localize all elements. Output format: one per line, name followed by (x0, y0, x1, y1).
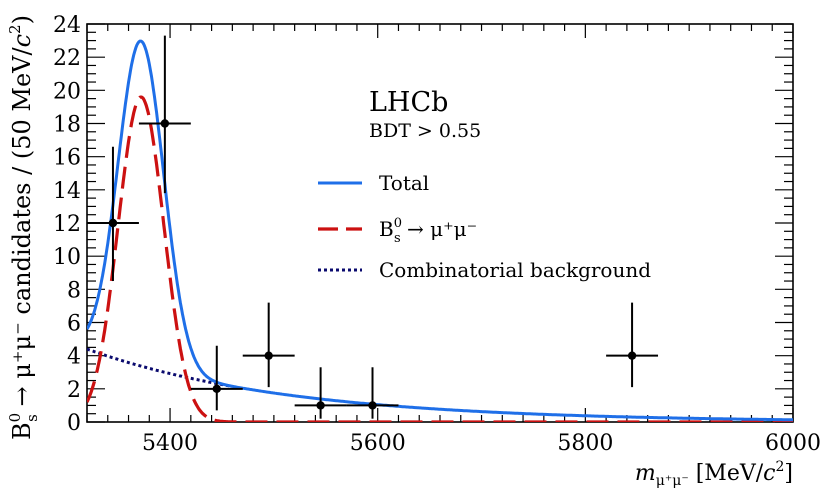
y-axis-label: B0s → μ⁺μ⁻ candidates / (50 MeV/c2) (6, 15, 41, 440)
data-point (190, 345, 243, 411)
y-tick-label: 8 (67, 278, 81, 303)
legend-background-label: Combinatorial background (379, 258, 651, 282)
y-tick-label: 6 (67, 312, 81, 337)
legend: Total B0 s → μ⁺μ⁻ Combinatorial backgroun… (318, 171, 651, 282)
x-tick-label: 5600 (350, 431, 406, 456)
x-tick-label: 6000 (765, 431, 821, 456)
x-tick-label: 5400 (142, 431, 198, 456)
data-point (87, 146, 139, 282)
y-tick-label: 4 (67, 345, 81, 370)
data-marker (108, 218, 118, 228)
data-marker (264, 351, 273, 360)
y-tick-label: 10 (53, 245, 81, 270)
x-tick-label: 5800 (557, 431, 613, 456)
y-tick-label: 0 (67, 411, 81, 436)
selection-label: BDT > 0.55 (369, 120, 481, 142)
data-point (294, 367, 347, 419)
data-points (87, 35, 659, 419)
data-marker (316, 401, 325, 410)
curves (87, 39, 793, 422)
experiment-label: LHCb (369, 87, 448, 118)
legend-signal-label: B0 s → μ⁺μ⁻ (379, 216, 477, 246)
data-marker (368, 401, 377, 410)
y-tick-label: 2 (67, 378, 81, 403)
legend-total-label: Total (379, 171, 429, 195)
y-tick-label: 20 (53, 79, 81, 104)
data-point (242, 302, 295, 388)
y-tick-label: 24 (53, 13, 81, 38)
y-tick-label: 22 (53, 46, 81, 71)
data-marker (627, 351, 637, 360)
background-curve (87, 347, 233, 388)
data-point (346, 367, 399, 419)
data-marker (212, 384, 221, 394)
x-axis-label: mμ⁺μ⁻ [MeV/c2] (635, 459, 793, 489)
signal-curve (87, 95, 793, 422)
y-tick-label: 18 (53, 113, 81, 138)
data-point (606, 302, 659, 388)
total-curve (87, 39, 793, 422)
plot-frame (86, 23, 794, 423)
data-point (138, 35, 191, 194)
y-tick-label: 12 (53, 212, 81, 237)
data-marker (160, 119, 170, 128)
y-tick-label: 16 (53, 146, 81, 171)
y-tick-label: 14 (53, 179, 81, 204)
